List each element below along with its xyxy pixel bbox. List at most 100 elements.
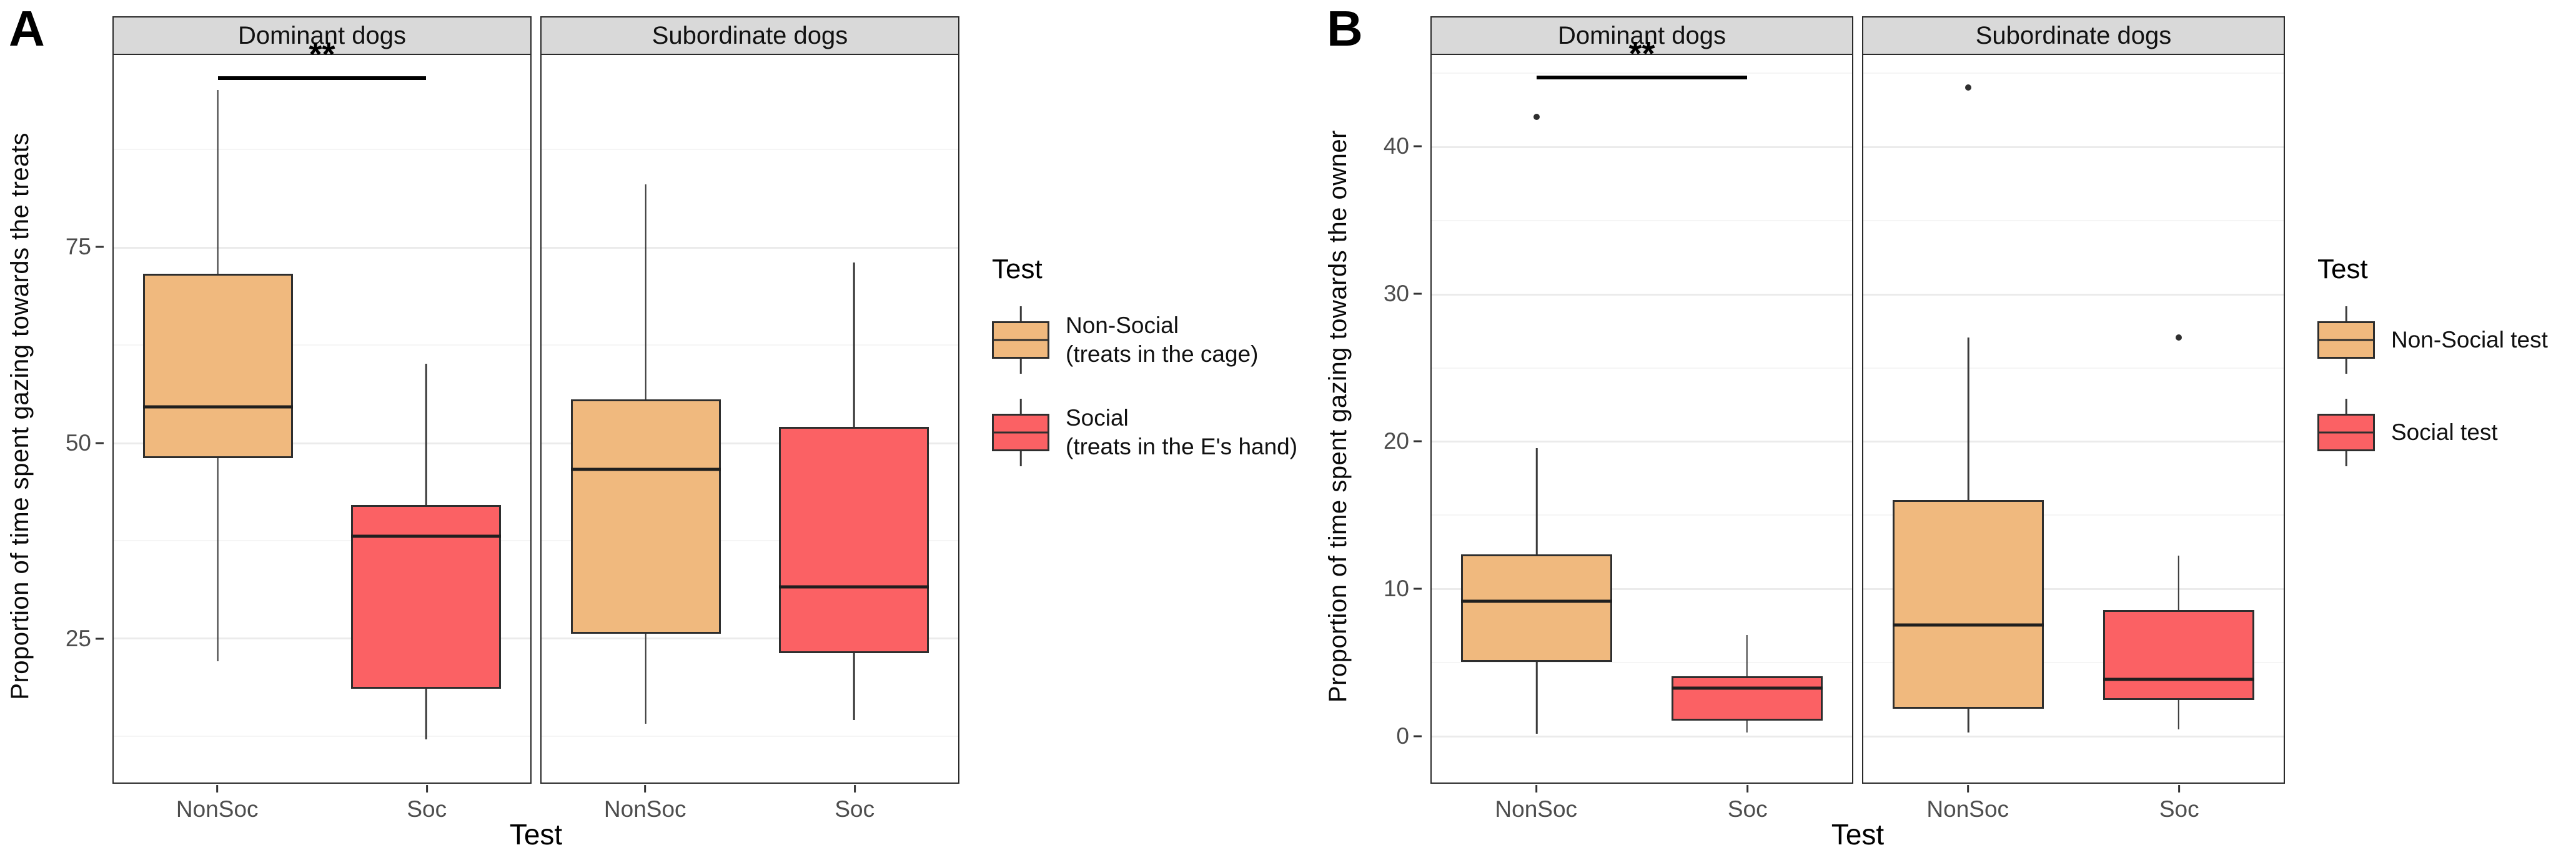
y-tick-mark <box>1414 735 1422 738</box>
lower-whisker <box>217 458 219 661</box>
x-tick-label-nonsoc: NonSoc <box>1926 785 2009 822</box>
median-line <box>570 468 721 471</box>
gridline-minor <box>542 344 958 346</box>
boxplot-nonsoc-nonsocial <box>1461 55 1613 782</box>
gridline-major <box>114 442 530 444</box>
legend: Test Non-Social test Social test <box>2294 16 2576 816</box>
gridline-minor <box>1432 661 1852 663</box>
lower-whisker <box>2177 700 2179 730</box>
legend-entry-social: Social test <box>2317 399 2576 466</box>
legend-key-boxplot-icon <box>2317 306 2375 374</box>
iqr-box <box>779 426 929 654</box>
lower-whisker <box>645 634 646 724</box>
gridline-minor <box>114 149 530 151</box>
significance-stars: ** <box>1628 34 1655 72</box>
gridline-major <box>114 246 530 249</box>
gridline-minor <box>114 735 530 737</box>
facet-strip-label: Dominant dogs <box>237 21 407 49</box>
panel-letter-a: A <box>9 1 45 56</box>
median-line <box>142 405 293 409</box>
facet-panel-subordinate-dogs <box>540 55 959 784</box>
lower-whisker <box>1967 709 1969 732</box>
gridline-minor <box>114 344 530 346</box>
x-axis-ticks: NonSoc Soc <box>1430 784 1853 822</box>
gridline-major <box>542 638 958 640</box>
y-axis-title: Proportion of time spent gazing towards … <box>6 132 34 700</box>
gridline-minor <box>1863 661 2284 663</box>
facet-strip-dominant-dogs: Dominant dogs <box>112 16 532 55</box>
lower-whisker <box>425 688 427 740</box>
legend-title: Test <box>992 254 1043 284</box>
significance-bar <box>217 76 427 80</box>
iqr-box <box>570 399 721 634</box>
x-axis-ticks: NonSoc Soc <box>1862 784 2285 822</box>
y-axis-title: Proportion of time spent gazing towards … <box>1324 129 1352 703</box>
facet-panel-subordinate-dogs <box>1862 55 2285 784</box>
boxplot-nonsoc-nonsocial <box>142 55 293 782</box>
y-tick-mark <box>1414 588 1422 590</box>
gridline-major <box>1432 441 1852 443</box>
iqr-box <box>2103 610 2254 701</box>
y-tick-mark <box>1414 440 1422 442</box>
lower-whisker <box>1535 661 1538 734</box>
gridline-major <box>1863 146 2284 149</box>
iqr-box <box>1461 554 1613 662</box>
median-line <box>1461 599 1613 603</box>
x-tick-label-soc: Soc <box>407 785 447 822</box>
legend: Test Non-Social (treats in the cage) Social… <box>968 16 1318 816</box>
y-tick-label: 75 <box>65 234 91 260</box>
upper-whisker <box>645 184 646 399</box>
gridline-major <box>542 246 958 249</box>
x-tick-label-nonsoc: NonSoc <box>1495 785 1577 822</box>
iqr-box <box>1671 676 1823 721</box>
median-line <box>351 534 502 538</box>
facet-panel-dominant-dogs: ** <box>1430 37 1853 784</box>
gridline-major <box>1863 735 2284 738</box>
upper-whisker <box>853 262 855 427</box>
boxplot-soc-social <box>2103 55 2254 782</box>
facet-panel-dominant-dogs: ** <box>112 38 532 784</box>
y-tick-mark <box>1414 145 1422 148</box>
chart-panel-b: B Proportion of time spent gazing towards… <box>1318 0 2576 855</box>
y-tick-label: 10 <box>1383 576 1409 602</box>
legend-entry-label: Social (treats in the E's hand) <box>1066 404 1298 459</box>
upper-whisker <box>1535 448 1538 554</box>
gridline-major <box>1863 293 2284 296</box>
y-axis-ticks: 40 30 20 10 0 <box>1367 55 1422 784</box>
y-tick-label: 25 <box>65 626 91 652</box>
x-axis-title: Test <box>509 818 563 851</box>
upper-whisker <box>217 90 219 274</box>
boxplot-nonsoc-nonsocial <box>1893 55 2044 782</box>
y-tick-mark <box>96 638 104 640</box>
lower-whisker <box>853 653 855 720</box>
gridline-major <box>1432 735 1852 738</box>
x-axis-title: Test <box>1831 818 1885 851</box>
gridline-major <box>1863 588 2284 590</box>
gridline-minor <box>1432 219 1852 221</box>
upper-whisker <box>1746 635 1748 677</box>
gridline-minor <box>542 149 958 151</box>
legend-entry-label: Social test <box>2391 419 2498 445</box>
boxplot-soc-social <box>1671 55 1823 782</box>
legend-key-boxplot-icon <box>992 399 1049 466</box>
facet-strip-label: Subordinate dogs <box>651 21 848 49</box>
facet-strip-subordinate-dogs: Subordinate dogs <box>1862 16 2285 55</box>
x-tick-label-nonsoc: NonSoc <box>604 785 686 822</box>
gridline-minor <box>1863 367 2284 369</box>
iqr-box <box>142 274 293 458</box>
gridline-minor <box>114 540 530 541</box>
gridline-major <box>114 638 530 640</box>
median-line <box>779 585 929 589</box>
chart-panel-a: A Proportion of time spent gazing towards… <box>0 0 1318 855</box>
y-tick-mark <box>96 442 104 444</box>
gridline-major <box>542 442 958 444</box>
legend-entry-nonsocial: Non-Social (treats in the cage) <box>992 306 1318 374</box>
facet-strip-subordinate-dogs: Subordinate dogs <box>540 16 959 55</box>
x-axis-ticks: NonSoc Soc <box>112 784 532 822</box>
iqr-box <box>1893 499 2044 709</box>
y-tick-label: 50 <box>65 429 91 456</box>
gridline-major <box>1432 588 1852 590</box>
median-line <box>1893 623 2044 627</box>
legend-key-boxplot-icon <box>992 306 1049 374</box>
